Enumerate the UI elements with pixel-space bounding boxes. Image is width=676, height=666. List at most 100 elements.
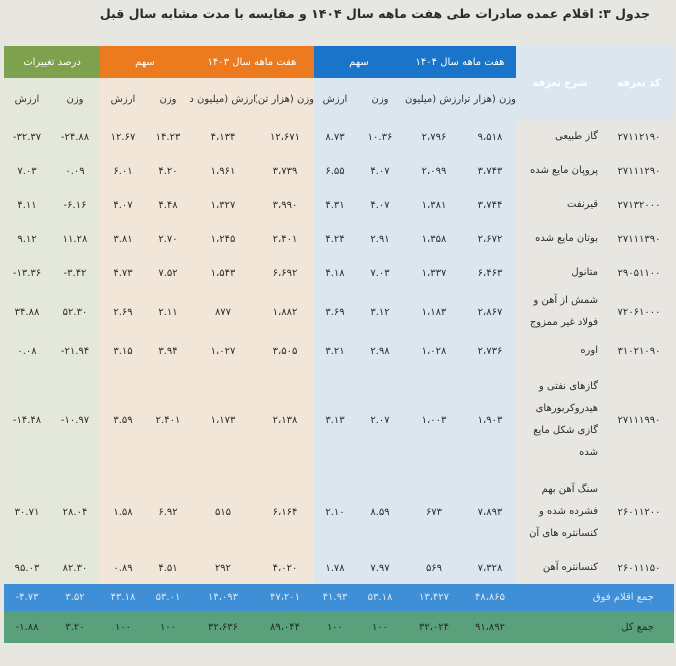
description-cell: پروپان مایع شده	[529, 165, 598, 176]
tariff-code-cell: ۲۷۱۳۲۰۰۰	[617, 199, 661, 211]
value-1403-total-cell: ۳۲،۶۳۶	[190, 611, 256, 643]
value-share-1403-cell: ۶.۰۱	[100, 154, 146, 188]
value-change-cell: ۹۵.۰۳	[4, 552, 50, 584]
weight-share-1404-cell: ۸.۵۹	[356, 472, 404, 552]
weight-share-1403-total-cell: ۵۳.۰۱	[146, 584, 190, 611]
value-share-1404-cell: ۴.۱۸	[314, 256, 356, 290]
description-cell: قیرنفت	[567, 199, 598, 210]
value-1403-cell: ۲۹۲	[190, 552, 256, 584]
value-1403-cell: ۵۱۵	[190, 472, 256, 552]
weight-1404-cell: ۳،۷۴۴	[464, 188, 516, 222]
value-share-1404-cell: ۱.۷۸	[314, 552, 356, 584]
header-share-1404: سهم	[314, 46, 404, 78]
value-1403-total-cell: ۱۴،۰۹۳	[190, 584, 256, 611]
table-row: ۲۷۱۱۱۲۹۰ پروپان مایع شده ۳،۷۴۳ ۲،۰۹۹ ۴.۰۷ ۶.۵…	[4, 154, 674, 188]
tariff-code-cell: ۲۷۱۱۱۲۹۰	[617, 165, 661, 177]
value-share-1403-cell: ۴.۰۷	[100, 188, 146, 222]
weight-change-cell: -۲۴.۸۸	[50, 120, 100, 154]
value-change-cell: ۷.۰۳	[4, 154, 50, 188]
value-1404-cell: ۲،۷۹۶	[404, 120, 464, 154]
grand-total-row: جمع کل ۹۱،۸۹۲ ۳۲،۰۲۴ ۱۰۰ ۱۰۰ ۸۹،۰۴۴ ۳۲،۶۳۶ ۱۰۰ ۱…	[4, 611, 674, 643]
weight-share-1404-cell: ۲.۰۷	[356, 368, 404, 472]
weight-1403-cell: ۲،۴۰۱	[256, 222, 314, 256]
header-weight-kt: وزن (هزار تن)	[256, 78, 314, 120]
header-value-musd: ارزش (میلیون دلار)	[190, 78, 256, 120]
value-share-1404-total-cell: ۱۰۰	[314, 611, 356, 643]
tariff-code-cell: ۲۶۰۱۱۲۰۰	[617, 506, 661, 518]
weight-1403-total-cell: ۸۹،۰۴۴	[256, 611, 314, 643]
description-cell: بوتان مایع شده	[535, 233, 598, 244]
value-change-cell: -۱۳.۳۶	[4, 256, 50, 290]
weight-change-cell: ۲۸.۰۴	[50, 472, 100, 552]
weight-share-1404-cell: ۴.۰۷	[356, 154, 404, 188]
weight-1403-cell: ۳،۵۰۵	[256, 334, 314, 368]
weight-change-cell: ۸۲.۳۰	[50, 552, 100, 584]
header-7m-1403: هفت ماهه سال ۱۴۰۳	[190, 46, 314, 78]
weight-1404-cell: ۹،۵۱۸	[464, 120, 516, 154]
weight-1403-cell: ۳،۹۹۰	[256, 188, 314, 222]
weight-share-1403-cell: ۶.۹۲	[146, 472, 190, 552]
value-share-1404-cell: ۴.۲۴	[314, 222, 356, 256]
weight-change-total-cell: ۳.۲۰	[50, 611, 100, 643]
weight-share-1404-cell: ۳.۱۲	[356, 290, 404, 334]
value-1403-cell: ۱،۳۲۷	[190, 188, 256, 222]
value-1403-cell: ۱،۱۷۳	[190, 368, 256, 472]
value-share-1404-cell: ۴.۳۱	[314, 188, 356, 222]
weight-1404-cell: ۳،۷۴۳	[464, 154, 516, 188]
weight-1403-total-cell: ۴۷،۲۰۱	[256, 584, 314, 611]
value-1403-cell: ۴،۱۳۴	[190, 120, 256, 154]
value-change-cell: -۳۲.۳۷	[4, 120, 50, 154]
header-row-1: کد تعرفه شرح تعرفه هفت ماهه سال ۱۴۰۴ سهم…	[4, 46, 674, 120]
weight-1404-cell: ۷،۳۲۸	[464, 552, 516, 584]
weight-share-1403-cell: ۴.۵۱	[146, 552, 190, 584]
value-share-1403-cell: ۴.۷۳	[100, 256, 146, 290]
weight-share-1403-total-cell: ۱۰۰	[146, 611, 190, 643]
value-1404-total-cell: ۳۲،۰۲۴	[404, 611, 464, 643]
header-weight-kt: وزن (هزار تن)	[464, 78, 516, 120]
weight-share-1403-cell: ۳.۹۴	[146, 334, 190, 368]
value-change-cell: -۱۴.۴۸	[4, 368, 50, 472]
table-row: ۳۱۰۲۱۰۹۰ اوره ۲،۷۳۶ ۱،۰۲۸ ۲.۹۸ ۳.۲۱ ۳،۵۰۵ ۱،۰۲۷…	[4, 334, 674, 368]
tariff-code-cell: ۲۹۰۵۱۱۰۰	[617, 267, 661, 279]
value-change-cell: ۰.۰۸	[4, 334, 50, 368]
weight-change-total-cell: ۳.۵۲	[50, 584, 100, 611]
weight-share-1404-cell: ۲.۹۸	[356, 334, 404, 368]
table-row: ۲۶۰۱۱۲۰۰ سنگ آهن بهم فشرده شده و کنسانتره…	[4, 472, 674, 552]
table-row: ۲۷۱۱۱۳۹۰ بوتان مایع شده ۲،۶۷۲ ۱،۳۵۸ ۲.۹۱ ۴.۲۴…	[4, 222, 674, 256]
value-share-1404-cell: ۶.۵۵	[314, 154, 356, 188]
description-cell: سنگ آهن بهم فشرده شده و کنسانتره های آن	[529, 484, 598, 539]
value-1404-cell: ۵۶۹	[404, 552, 464, 584]
description-cell: شمش از آهن و فولاد غیر ممزوج	[529, 295, 598, 328]
weight-change-cell: ۱۱.۲۸	[50, 222, 100, 256]
table-row: ۲۷۱۱۱۹۹۰ گازهای نفتی و هیدروکربورهای گازی…	[4, 368, 674, 472]
weight-1404-cell: ۲،۸۶۷	[464, 290, 516, 334]
value-1404-cell: ۶۷۳	[404, 472, 464, 552]
table-row: ۲۶۰۱۱۱۵۰ کنسانتره آهن ۷،۳۲۸ ۵۶۹ ۷.۹۷ ۱.۷۸ ۴،۰۲…	[4, 552, 674, 584]
weight-share-1403-cell: ۴.۴۸	[146, 188, 190, 222]
tariff-code-cell: ۲۷۱۱۲۱۹۰	[617, 131, 661, 143]
weight-1403-cell: ۳،۷۳۹	[256, 154, 314, 188]
header-weight: وزن	[356, 78, 404, 120]
header-value: ارزش	[314, 78, 356, 120]
description-cell: متانول	[571, 267, 598, 278]
weight-share-1404-total-cell: ۵۳.۱۸	[356, 584, 404, 611]
table-row: ۲۷۱۳۲۰۰۰ قیرنفت ۳،۷۴۴ ۱،۳۸۱ ۴.۰۷ ۴.۳۱ ۳،۹۹۰ ۱،۳…	[4, 188, 674, 222]
weight-change-cell: ۰.۰۹	[50, 154, 100, 188]
value-change-cell: ۹.۱۲	[4, 222, 50, 256]
value-share-1404-cell: ۲.۱۰	[314, 472, 356, 552]
total-label: جمع اقلام فوق	[516, 584, 674, 611]
total-label: جمع کل	[516, 611, 674, 643]
weight-share-1403-cell: ۲.۱۱	[146, 290, 190, 334]
value-1404-cell: ۱،۰۲۸	[404, 334, 464, 368]
weight-1403-cell: ۱،۸۸۲	[256, 290, 314, 334]
value-change-total-cell: -۱.۸۸	[4, 611, 50, 643]
value-share-1403-cell: ۳.۵۹	[100, 368, 146, 472]
weight-share-1403-cell: ۴.۲۰	[146, 154, 190, 188]
value-1403-cell: ۱،۲۴۵	[190, 222, 256, 256]
weight-1403-cell: ۲،۱۳۸	[256, 368, 314, 472]
description-cell: گاز طبیعی	[555, 131, 598, 142]
weight-1404-total-cell: ۴۸،۸۶۵	[464, 584, 516, 611]
weight-1404-cell: ۲،۶۷۲	[464, 222, 516, 256]
tariff-code-cell: ۲۶۰۱۱۱۵۰	[617, 562, 661, 574]
header-description: شرح تعرفه	[516, 46, 604, 120]
